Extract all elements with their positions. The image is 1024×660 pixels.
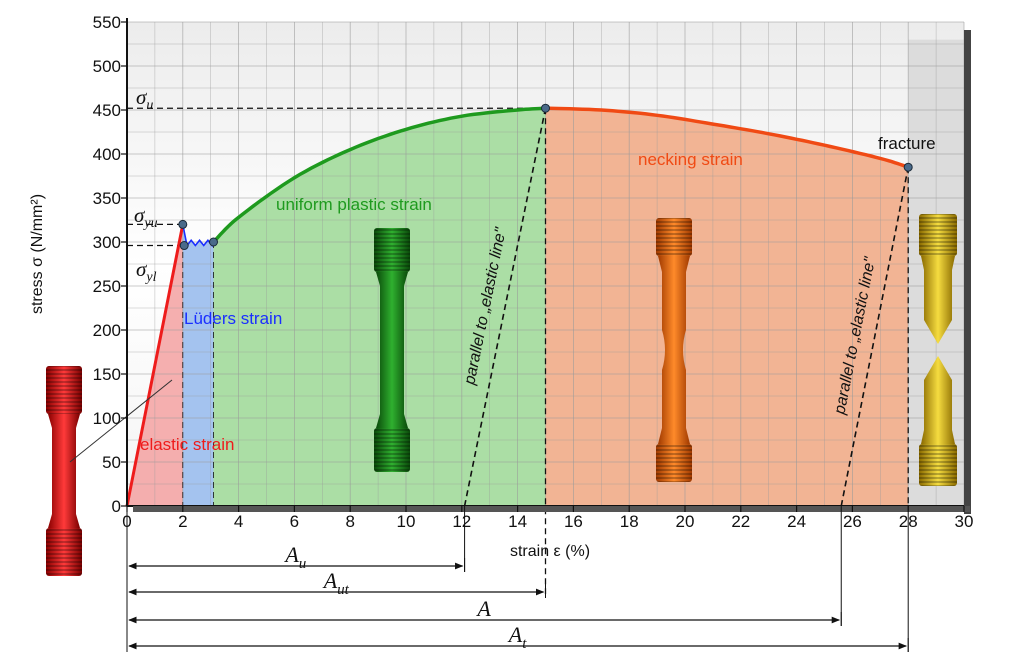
dim-label: Au	[283, 542, 306, 572]
point-luders-end	[208, 237, 218, 247]
y-tick-label: 550	[93, 13, 121, 32]
label-uniform-plastic-strain: uniform plastic strain	[276, 195, 432, 214]
x-tick-label: 2	[178, 512, 187, 531]
label-sigma-u: σu	[136, 85, 153, 113]
specimen-thread	[374, 228, 410, 272]
point-yield-upper	[178, 219, 188, 229]
y-axis-label: stress σ (N/mm²)	[29, 194, 46, 314]
x-tick-label: 24	[787, 512, 806, 531]
specimen-thread	[374, 428, 410, 472]
region-uniform	[213, 108, 546, 506]
point-ultimate	[541, 103, 550, 113]
y-tick-label: 150	[93, 365, 121, 384]
label-luders-strain: Lüders strain	[184, 309, 282, 328]
specimen-thread	[919, 444, 957, 486]
specimen-thread	[656, 444, 692, 482]
curve-elastic	[125, 224, 185, 507]
x-tick-label: 8	[345, 512, 354, 531]
x-tick-label: 30	[955, 512, 974, 531]
x-tick-label: 16	[564, 512, 583, 531]
y-tick-label: 500	[93, 57, 121, 76]
region-necking	[545, 108, 909, 506]
specimen-shank-upper	[921, 256, 955, 344]
plot-shadow-bottom	[133, 506, 970, 512]
specimen-shank	[376, 272, 408, 428]
x-tick-label: 26	[843, 512, 862, 531]
dim-label: At	[507, 622, 527, 652]
elongation-dimensions: Au Aut A At	[126, 506, 909, 652]
specimen-thread	[656, 218, 692, 256]
label-fracture: fracture	[878, 134, 936, 153]
specimen-shank	[658, 256, 690, 444]
point-fracture	[903, 162, 913, 172]
plot-shadow-right	[964, 30, 971, 514]
x-tick-label: 18	[620, 512, 639, 531]
label-elastic-strain: elastic strain	[140, 435, 234, 454]
y-tick-label: 250	[93, 277, 121, 296]
y-tick-label: 350	[93, 189, 121, 208]
axes: 0 2 4 6 8 10 12 14 16 18 20 22 24 26 28 300501001502002…	[29, 13, 973, 560]
y-tick-label: 50	[102, 453, 121, 472]
specimen-shank-lower	[921, 356, 955, 444]
elastic-unload-line	[840, 167, 909, 507]
region-luders	[182, 224, 214, 506]
point-yield-lower	[179, 241, 189, 251]
y-tick-label: 450	[93, 101, 121, 120]
specimen-necking	[656, 218, 692, 482]
specimens	[46, 214, 957, 576]
label-sigma-yu: σyu	[134, 203, 158, 231]
curve-necking	[545, 106, 909, 169]
curves	[125, 106, 909, 507]
x-tick-label: 4	[234, 512, 243, 531]
x-tick-label: 22	[731, 512, 750, 531]
label-sigma-yl: σyl	[136, 257, 157, 285]
x-tick-label: 20	[676, 512, 695, 531]
specimen-uniform	[374, 228, 410, 472]
specimen-thread	[919, 214, 957, 256]
curve-uniform-plastic	[212, 106, 548, 244]
dim-label: A	[475, 596, 491, 621]
x-tick-label: 6	[290, 512, 299, 531]
y-tick-label: 0	[112, 497, 121, 516]
specimen-shank	[48, 414, 80, 528]
specimen-thread	[46, 528, 82, 576]
y-tick-label: 300	[93, 233, 121, 252]
y-tick-label: 400	[93, 145, 121, 164]
key-points	[178, 103, 913, 251]
guide-lines	[127, 107, 909, 594]
elastic-unload-line	[463, 108, 547, 507]
dim-label: Aut	[322, 568, 350, 598]
specimen-elastic	[46, 366, 82, 576]
label-necking-strain: necking strain	[638, 150, 743, 169]
specimen-fracture	[919, 214, 957, 486]
y-tick-label: 200	[93, 321, 121, 340]
x-tick-label: 14	[508, 512, 527, 531]
specimen-thread	[46, 366, 82, 414]
y-tick-label: 100	[93, 409, 121, 428]
x-axis-label: strain ε (%)	[510, 543, 590, 560]
x-tick-label: 12	[452, 512, 471, 531]
specimen-pointer	[69, 379, 173, 463]
x-tick-label: 10	[397, 512, 416, 531]
